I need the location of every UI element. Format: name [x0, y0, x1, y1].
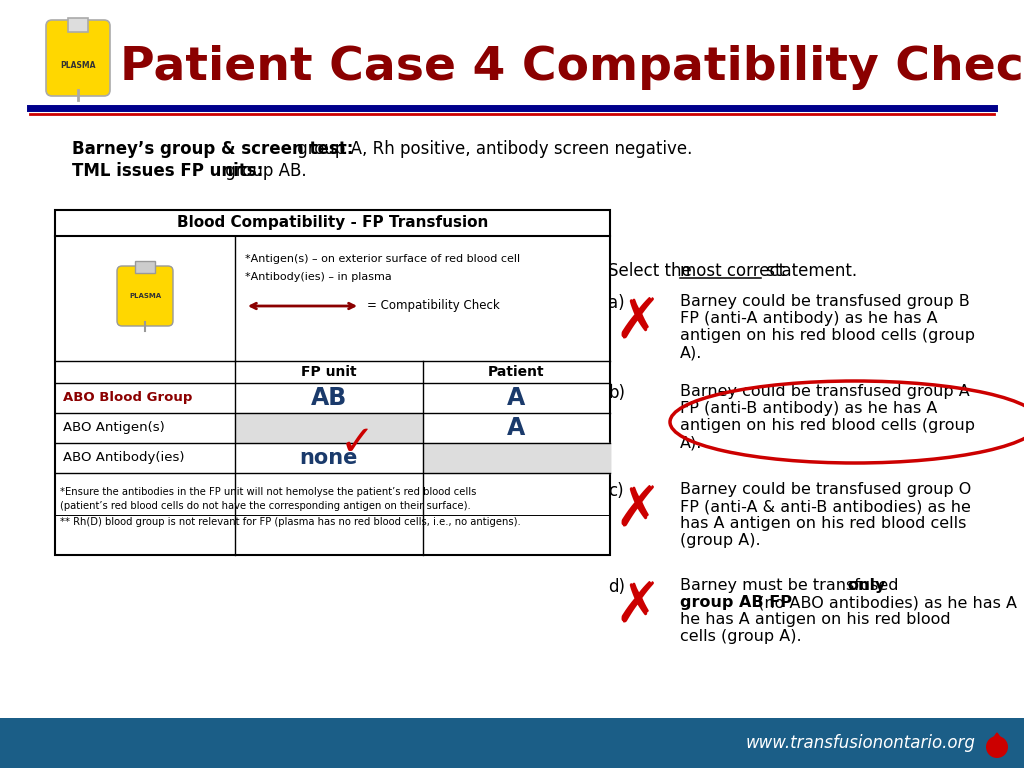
Text: *Ensure the antibodies in the FP unit will not hemolyse the patient’s red blood : *Ensure the antibodies in the FP unit wi… — [60, 487, 476, 497]
Text: antigen on his red blood cells (group: antigen on his red blood cells (group — [680, 328, 975, 343]
Text: ABO Antibody(ies): ABO Antibody(ies) — [63, 452, 184, 465]
Text: Barney could be transfused group A: Barney could be transfused group A — [680, 384, 970, 399]
Text: Blood Compatibility - FP Transfusion: Blood Compatibility - FP Transfusion — [177, 216, 488, 230]
Text: FP (anti-A antibody) as he has A: FP (anti-A antibody) as he has A — [680, 311, 938, 326]
Text: *Antibody(ies) – in plasma: *Antibody(ies) – in plasma — [245, 272, 392, 282]
Text: group AB FP: group AB FP — [680, 595, 792, 610]
Text: FP unit: FP unit — [301, 365, 356, 379]
Text: statement.: statement. — [761, 262, 857, 280]
Text: most correct: most correct — [680, 262, 784, 280]
Text: Patient: Patient — [488, 365, 545, 379]
FancyBboxPatch shape — [135, 261, 155, 273]
Text: www.transfusionontario.org: www.transfusionontario.org — [745, 734, 975, 752]
Text: cells (group A).: cells (group A). — [680, 629, 802, 644]
Text: (group A).: (group A). — [680, 533, 761, 548]
Text: = Compatibility Check: = Compatibility Check — [367, 300, 500, 313]
Text: a): a) — [608, 294, 625, 312]
FancyBboxPatch shape — [68, 18, 88, 32]
Text: A).: A). — [680, 345, 702, 360]
Text: PLASMA: PLASMA — [60, 61, 96, 71]
Text: ✗: ✗ — [614, 580, 662, 634]
Ellipse shape — [986, 736, 1008, 758]
Text: b): b) — [608, 384, 625, 402]
Text: he has A antigen on his red blood: he has A antigen on his red blood — [680, 612, 950, 627]
Text: antigen on his red blood cells (group: antigen on his red blood cells (group — [680, 418, 975, 433]
Text: ✓: ✓ — [339, 422, 374, 464]
Text: c): c) — [608, 482, 624, 500]
Bar — [55, 210, 610, 555]
Text: Patient Case 4 Compatibility Check: Patient Case 4 Compatibility Check — [120, 45, 1024, 91]
Text: group A, Rh positive, antibody screen negative.: group A, Rh positive, antibody screen ne… — [292, 140, 692, 158]
Text: FP (anti-A & anti-B antibodies) as he: FP (anti-A & anti-B antibodies) as he — [680, 499, 971, 514]
Text: A: A — [507, 416, 525, 440]
Text: FP (anti-B antibody) as he has A: FP (anti-B antibody) as he has A — [680, 401, 937, 416]
Text: (no ABO antibodies) as he has A: (no ABO antibodies) as he has A — [753, 595, 1017, 610]
Text: PLASMA: PLASMA — [129, 293, 161, 299]
Text: Barney could be transfused group O: Barney could be transfused group O — [680, 482, 971, 497]
Text: d): d) — [608, 578, 625, 596]
Text: ABO Antigen(s): ABO Antigen(s) — [63, 422, 165, 435]
Text: has A antigen on his red blood cells: has A antigen on his red blood cells — [680, 516, 967, 531]
Text: A).: A). — [680, 435, 702, 450]
Text: ✗: ✗ — [614, 484, 662, 538]
Text: *Antigen(s) – on exterior surface of red blood cell: *Antigen(s) – on exterior surface of red… — [245, 254, 520, 264]
Text: TML issues FP units:: TML issues FP units: — [72, 162, 263, 180]
Polygon shape — [987, 733, 1007, 747]
Text: (patient’s red blood cells do not have the corresponding antigen on their surfac: (patient’s red blood cells do not have t… — [60, 501, 471, 511]
Polygon shape — [423, 443, 610, 473]
FancyBboxPatch shape — [117, 266, 173, 326]
Text: ✗: ✗ — [614, 296, 662, 350]
Text: none: none — [300, 448, 358, 468]
Text: AB: AB — [310, 386, 347, 410]
Text: Barney must be transfused: Barney must be transfused — [680, 578, 903, 593]
Polygon shape — [234, 413, 423, 443]
Text: group AB.: group AB. — [220, 162, 306, 180]
Text: Barney’s group & screen test:: Barney’s group & screen test: — [72, 140, 353, 158]
Text: Select the: Select the — [608, 262, 697, 280]
Polygon shape — [0, 718, 1024, 768]
Text: A: A — [507, 386, 525, 410]
Text: Barney could be transfused group B: Barney could be transfused group B — [680, 294, 970, 309]
Text: ** Rh(D) blood group is not relevant for FP (plasma has no red blood cells, i.e.: ** Rh(D) blood group is not relevant for… — [60, 517, 521, 527]
Text: only: only — [848, 578, 886, 593]
Text: ABO Blood Group: ABO Blood Group — [63, 392, 193, 405]
FancyBboxPatch shape — [46, 20, 110, 96]
